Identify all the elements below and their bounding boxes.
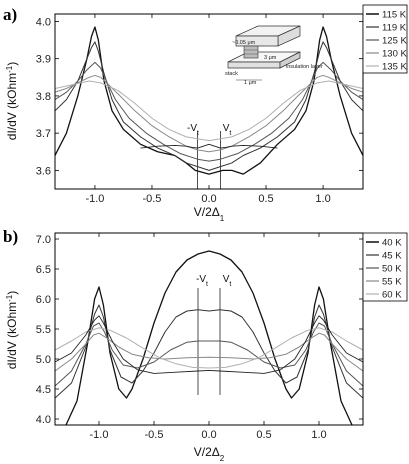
panel-b-frame (54, 232, 364, 426)
panel-b-x-tick-label: 0.0 (201, 429, 216, 441)
panel-a-legend-entry: 119 K (382, 23, 407, 34)
panel-b-label: b) (3, 227, 18, 246)
panel-b-legend-entry: 60 K (382, 290, 402, 301)
panel-a-legend-entry: 125 K (382, 36, 407, 47)
panel-b-series-line-4 (55, 332, 363, 372)
panel-a-series-line-5 (55, 80, 363, 142)
panel-a-annotation-vt: Vt (223, 123, 232, 137)
panel-b-y-tick-label: 6.0 (36, 294, 51, 306)
panel-b-series-line-3 (55, 322, 363, 387)
panel-a-series-line-1 (55, 26, 363, 175)
panel-a-frame (54, 13, 364, 190)
panel-b-series-line-1 (65, 250, 353, 425)
panel-a-y-ticks: 3.6 3.7 3.8 3.9 4.0 (36, 16, 363, 177)
panel-a-y-tick-label: 4.0 (36, 16, 51, 28)
panel-b-y-tick-label: 5.5 (36, 324, 51, 336)
panel-b-legend: 40 K 45 K 50 K 55 K 60 K (362, 232, 408, 302)
panel-b-legend-entry: 55 K (382, 277, 402, 288)
panel-b-legend-entry: 50 K (382, 264, 402, 275)
panel-b-annotation-vt: Vt (223, 274, 232, 288)
panel-a-series-line-6 (140, 143, 278, 149)
panel-b-legend-box (362, 232, 408, 302)
panel-a-x-tick-label: 0.5 (258, 193, 273, 205)
panel-a-x-ticks: -1.0 -0.5 0.0 0.5 1.0 (85, 14, 331, 205)
panel-a-legend-box (362, 4, 408, 74)
panel-a-series-line-2 (55, 41, 363, 171)
panel-a-legend-entry: 135 K (382, 62, 407, 73)
panel-a-inset-schematic: ~0.05 μm stack 1 μm insulation layer 3 μ… (225, 25, 323, 86)
panel-a-x-tick-label: -1.0 (85, 193, 104, 205)
inset-label-width: 1 μm (244, 80, 257, 86)
panel-a-legend-entry: 115 K (382, 10, 407, 21)
panel-b-series-line-2 (55, 304, 363, 399)
panel-a-series-line-4 (55, 74, 363, 153)
panel-a-y-tick-label: 3.6 (36, 165, 51, 177)
panel-a-x-tick-label: 0.0 (201, 193, 216, 205)
panel-b: b) 4.0 4.5 5.0 5.5 6.0 6.5 7.0 -1.0 -0.5 0.0 0.5 1… (3, 227, 408, 463)
panel-b-series-line-5 (55, 327, 363, 369)
panel-b-y-tick-label: 4.0 (36, 414, 51, 426)
panel-b-x-ticks: -1.0 -0.5 0.0 0.5 1.0 (90, 233, 327, 441)
panel-a-plot-area (55, 26, 363, 189)
panel-a-y-tick-label: 3.9 (36, 54, 51, 66)
panel-b-plot-area (55, 250, 363, 425)
panel-a-x-tick-label: 1.0 (315, 193, 330, 205)
panel-b-y-axis-label: dI/dV (kOhm-1) (5, 291, 20, 369)
panel-b-y-tick-label: 5.0 (36, 354, 51, 366)
panel-a-label: a) (3, 5, 17, 24)
panel-a-legend: 115 K 119 K 125 K 130 K 135 K (362, 4, 408, 74)
panel-b-x-tick-label: -0.5 (145, 429, 164, 441)
panel-a-y-axis-label: dI/dV (kOhm-1) (5, 62, 20, 140)
panel-b-y-tick-label: 7.0 (36, 234, 51, 246)
inset-label-stack: stack (225, 71, 238, 77)
panel-a-x-tick-label: -0.5 (142, 193, 161, 205)
panel-b-legend-entry: 40 K (382, 238, 402, 249)
inset-label-length: 3 μm (264, 55, 277, 61)
panel-a: a) 3.6 3.7 3.8 3.9 4.0 -1.0 -0.5 0.0 0.5 1.0 dI/… (3, 4, 408, 223)
panel-b-y-tick-label: 6.5 (36, 264, 51, 276)
panel-a-annotation-minus-vt: -Vt (187, 123, 199, 137)
panel-a-y-tick-label: 3.7 (36, 128, 51, 140)
panel-b-legend-entry: 45 K (382, 251, 402, 262)
panel-b-y-tick-label: 4.5 (36, 384, 51, 396)
panel-b-x-tick-label: 0.5 (256, 429, 271, 441)
inset-label-insulation: insulation layer (286, 64, 323, 70)
panel-a-series-line-3 (55, 61, 363, 162)
panel-a-y-tick-label: 3.8 (36, 91, 51, 103)
panel-a-x-axis-label: V/2Δ1 (194, 205, 225, 223)
panel-b-annotation-minus-vt: -Vt (196, 274, 208, 288)
panel-b-x-axis-label: V/2Δ2 (194, 445, 225, 463)
panel-b-y-ticks: 4.0 4.5 5.0 5.5 6.0 6.5 7.0 (36, 234, 363, 426)
inset-label-thickness: ~0.05 μm (232, 40, 256, 46)
panel-b-series-line-6 (55, 315, 363, 374)
panel-b-x-tick-label: 1.0 (311, 429, 326, 441)
panel-b-x-tick-label: -1.0 (90, 429, 109, 441)
panel-a-legend-entry: 130 K (382, 49, 407, 60)
